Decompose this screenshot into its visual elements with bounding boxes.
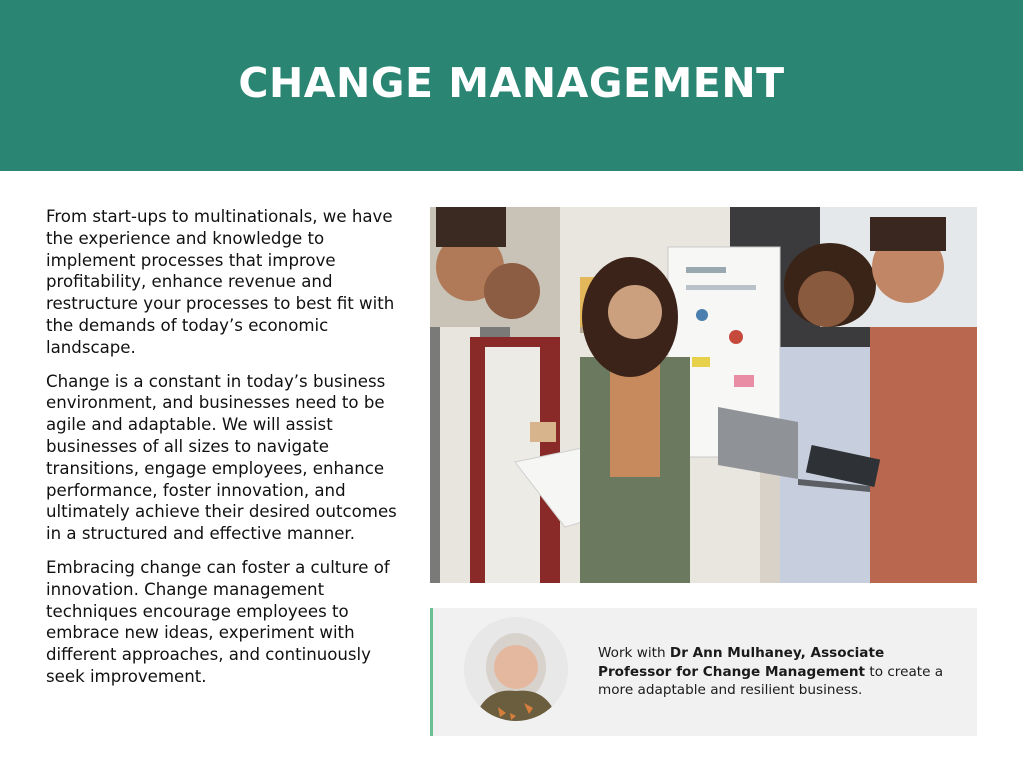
expert-name: Dr Ann Mulhaney, Associate Professor for… [598, 645, 885, 680]
callout-prefix: Work with [598, 645, 670, 661]
callout-suffix: to create a more adaptable and resilient… [598, 663, 944, 699]
intro-paragraph-3: Embracing change can foster a culture of… [46, 557, 390, 686]
expert-callout: Work with Dr Ann Mulhaney, Associate Pro… [430, 608, 977, 736]
expert-portrait-icon [464, 617, 568, 721]
page-header: CHANGE MANAGEMENT [0, 0, 1023, 171]
page-title: CHANGE MANAGEMENT [238, 58, 785, 107]
expert-avatar [464, 617, 568, 721]
intro-paragraph-1: From start-ups to multinationals, we hav… [46, 207, 395, 357]
team-meeting-photo [430, 207, 977, 583]
expert-callout-text: Work with Dr Ann Mulhaney, Associate Pro… [598, 644, 958, 700]
photo-illustration [430, 207, 977, 583]
intro-text: From start-ups to multinationals, we hav… [46, 206, 406, 700]
intro-paragraph-2: Change is a constant in today’s business… [46, 371, 397, 544]
